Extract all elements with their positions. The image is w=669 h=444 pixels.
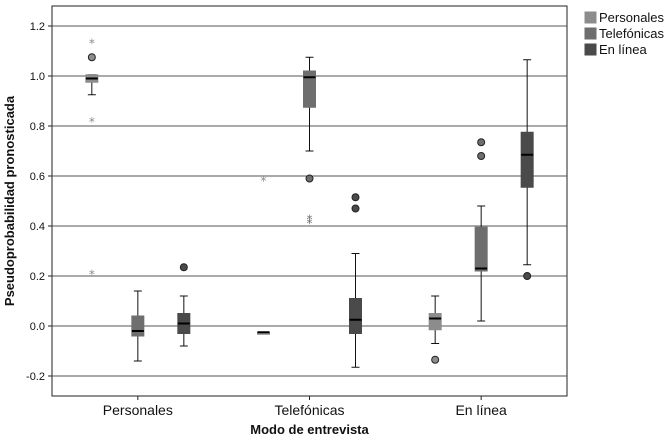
legend-swatch xyxy=(584,43,597,56)
box-personales: * * * xyxy=(85,36,99,282)
extreme-marker: * xyxy=(307,213,313,227)
y-tick-label: 0.0 xyxy=(30,321,45,333)
outlier-point xyxy=(305,174,314,183)
box-iqr xyxy=(474,226,488,272)
box-personales: * xyxy=(257,174,270,335)
box-telefónicas xyxy=(474,138,488,322)
legend-label: Personales xyxy=(599,10,665,25)
y-tick-label: -0.2 xyxy=(26,371,45,383)
y-tick-label: 0.2 xyxy=(30,271,45,283)
box-iqr xyxy=(349,298,362,334)
box-iqr xyxy=(131,315,145,337)
x-tick-label: Personales xyxy=(103,402,173,418)
outlier-point xyxy=(477,138,486,147)
outlier-point xyxy=(477,152,486,160)
y-tick-label: 1.2 xyxy=(30,21,45,33)
box-en línea xyxy=(520,59,534,280)
y-tick-label: 0.8 xyxy=(30,121,45,133)
box-iqr xyxy=(520,131,534,188)
x-tick-label: Telefónicas xyxy=(274,402,344,418)
outlier-point xyxy=(351,193,360,202)
outlier-point xyxy=(351,204,360,213)
y-tick-label: 0.6 xyxy=(30,171,45,183)
extreme-marker: * xyxy=(89,36,95,50)
y-axis-title: Pseudoprobabilidad pronosticada xyxy=(2,95,17,306)
x-axis-ticks: Personales Telefónicas En línea xyxy=(103,396,507,418)
box-en línea xyxy=(349,193,362,368)
y-axis-ticks: -0.2 0.0 0.2 0.4 0.6 0.8 1.0 1.2 xyxy=(26,21,52,383)
box-personales xyxy=(428,295,442,364)
box-iqr xyxy=(428,313,442,331)
legend-item: Personales xyxy=(584,10,665,25)
extreme-marker: * xyxy=(89,268,95,282)
extreme-marker: * xyxy=(89,115,95,129)
box-series: ****** xyxy=(85,36,534,368)
extreme-marker: * xyxy=(261,174,267,188)
box-iqr xyxy=(303,70,316,108)
legend-label: En línea xyxy=(599,42,647,57)
legend-label: Telefónicas xyxy=(599,26,665,41)
x-tick-label: En línea xyxy=(455,402,507,418)
legend-item: En línea xyxy=(584,42,647,57)
legend-swatch xyxy=(584,27,597,40)
outlier-point xyxy=(523,272,532,280)
extreme-marker: * xyxy=(307,216,313,230)
y-tick-label: 1.0 xyxy=(30,71,45,83)
outlier-point xyxy=(87,53,96,62)
legend-item: Telefónicas xyxy=(584,26,665,41)
x-axis-title: Modo de entrevista xyxy=(250,422,369,437)
box-en línea xyxy=(177,263,191,347)
outlier-point xyxy=(431,355,440,364)
box-telefónicas: ** xyxy=(303,56,316,230)
legend-swatch xyxy=(584,11,597,24)
box-telefónicas xyxy=(131,290,145,362)
y-tick-label: 0.4 xyxy=(30,221,45,233)
outlier-point xyxy=(179,263,188,272)
